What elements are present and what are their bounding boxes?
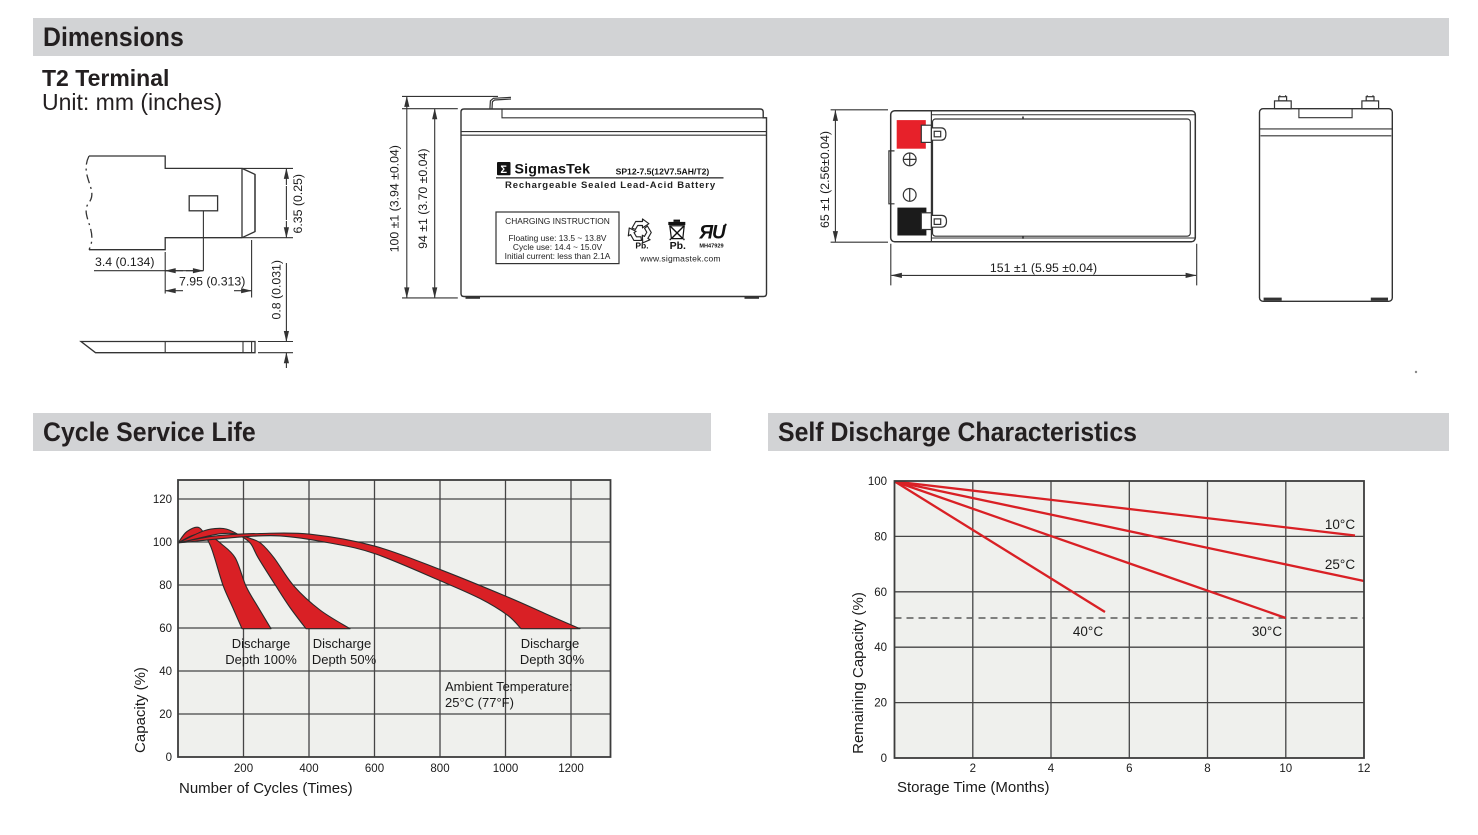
svg-text:Pb.: Pb. — [670, 240, 686, 252]
svg-text:20: 20 — [159, 709, 172, 721]
svg-text:60: 60 — [874, 587, 887, 599]
svg-text:2: 2 — [970, 763, 976, 775]
svg-text:100: 100 — [868, 476, 887, 488]
svg-text:SP12-7.5(12V7.5AH/T2): SP12-7.5(12V7.5AH/T2) — [616, 167, 710, 177]
svg-text:40: 40 — [874, 642, 887, 654]
svg-text:40°C: 40°C — [1073, 624, 1103, 639]
svg-text:25°C: 25°C — [1325, 557, 1355, 572]
svg-text:8: 8 — [1204, 763, 1210, 775]
svg-text:Number of Cycles (Times): Number of Cycles (Times) — [179, 780, 353, 797]
svg-text:Cycle use: 14.4 ~ 15.0V: Cycle use: 14.4 ~ 15.0V — [513, 242, 603, 252]
svg-text:0.8 (0.031): 0.8 (0.031) — [270, 260, 284, 319]
svg-text:200: 200 — [234, 763, 253, 775]
svg-text:7.95 (0.313): 7.95 (0.313) — [179, 275, 245, 289]
svg-text:400: 400 — [299, 763, 318, 775]
svg-text:4: 4 — [1048, 763, 1055, 775]
svg-text:20: 20 — [874, 698, 887, 710]
svg-text:CHARGING INSTRUCTION: CHARGING INSTRUCTION — [505, 216, 610, 226]
svg-text:Floating use: 13.5 ~ 13.8V: Floating use: 13.5 ~ 13.8V — [508, 233, 606, 243]
svg-text:Discharge: Discharge — [313, 636, 372, 651]
svg-text:65 ±1 (2.56±0.04): 65 ±1 (2.56±0.04) — [818, 131, 832, 228]
svg-text:1200: 1200 — [558, 763, 584, 775]
svg-text:80: 80 — [874, 531, 887, 543]
svg-text:94 ±1 (3.70 ±0.04): 94 ±1 (3.70 ±0.04) — [416, 149, 430, 249]
svg-text:100 ±1 (3.94 ±0.04): 100 ±1 (3.94 ±0.04) — [388, 145, 402, 252]
svg-text:Initial current: less than 2.1: Initial current: less than 2.1A — [505, 251, 611, 261]
svg-text:MH47929: MH47929 — [699, 244, 723, 250]
svg-text:10°C: 10°C — [1325, 517, 1355, 532]
svg-text:800: 800 — [430, 763, 449, 775]
svg-text:SigmasTek: SigmasTek — [515, 162, 591, 178]
svg-text:60: 60 — [159, 623, 172, 635]
svg-text:151 ±1 (5.95 ±0.04): 151 ±1 (5.95 ±0.04) — [990, 261, 1097, 275]
svg-text:30°C: 30°C — [1252, 624, 1282, 639]
svg-text:Discharge: Discharge — [521, 636, 580, 651]
svg-text:40: 40 — [159, 666, 172, 678]
svg-text:Remaining Capacity (%): Remaining Capacity (%) — [850, 592, 867, 754]
svg-text:600: 600 — [365, 763, 384, 775]
svg-text:12: 12 — [1358, 763, 1371, 775]
svg-text:Pb.: Pb. — [635, 241, 648, 251]
svg-text:Discharge: Discharge — [232, 636, 291, 651]
svg-text:0: 0 — [166, 752, 172, 764]
svg-text:100: 100 — [153, 537, 172, 549]
svg-text:Depth 50%: Depth 50% — [312, 652, 377, 667]
svg-text:10: 10 — [1279, 763, 1292, 775]
svg-text:3.4 (0.134): 3.4 (0.134) — [95, 255, 154, 269]
svg-text:Σ: Σ — [500, 164, 507, 176]
svg-text:Depth 100%: Depth 100% — [225, 652, 297, 667]
svg-text:0: 0 — [881, 753, 887, 765]
svg-text:1000: 1000 — [493, 763, 519, 775]
svg-text:120: 120 — [153, 494, 172, 506]
svg-text:80: 80 — [159, 580, 172, 592]
svg-text:www.sigmastek.com: www.sigmastek.com — [639, 253, 720, 263]
svg-text:ЯU: ЯU — [698, 223, 727, 244]
svg-text:Ambient Temperature:: Ambient Temperature: — [445, 679, 573, 694]
svg-text:6: 6 — [1126, 763, 1132, 775]
svg-text:Capacity (%): Capacity (%) — [132, 667, 149, 753]
svg-text:6.35 (0.25): 6.35 (0.25) — [291, 174, 305, 233]
svg-text:Depth 30%: Depth 30% — [520, 652, 585, 667]
svg-text:Storage Time (Months): Storage Time (Months) — [897, 779, 1050, 796]
svg-text:Rechargeable Sealed Lead-Acid: Rechargeable Sealed Lead-Acid Battery — [505, 180, 716, 191]
svg-text:25°C (77°F): 25°C (77°F) — [445, 695, 514, 710]
